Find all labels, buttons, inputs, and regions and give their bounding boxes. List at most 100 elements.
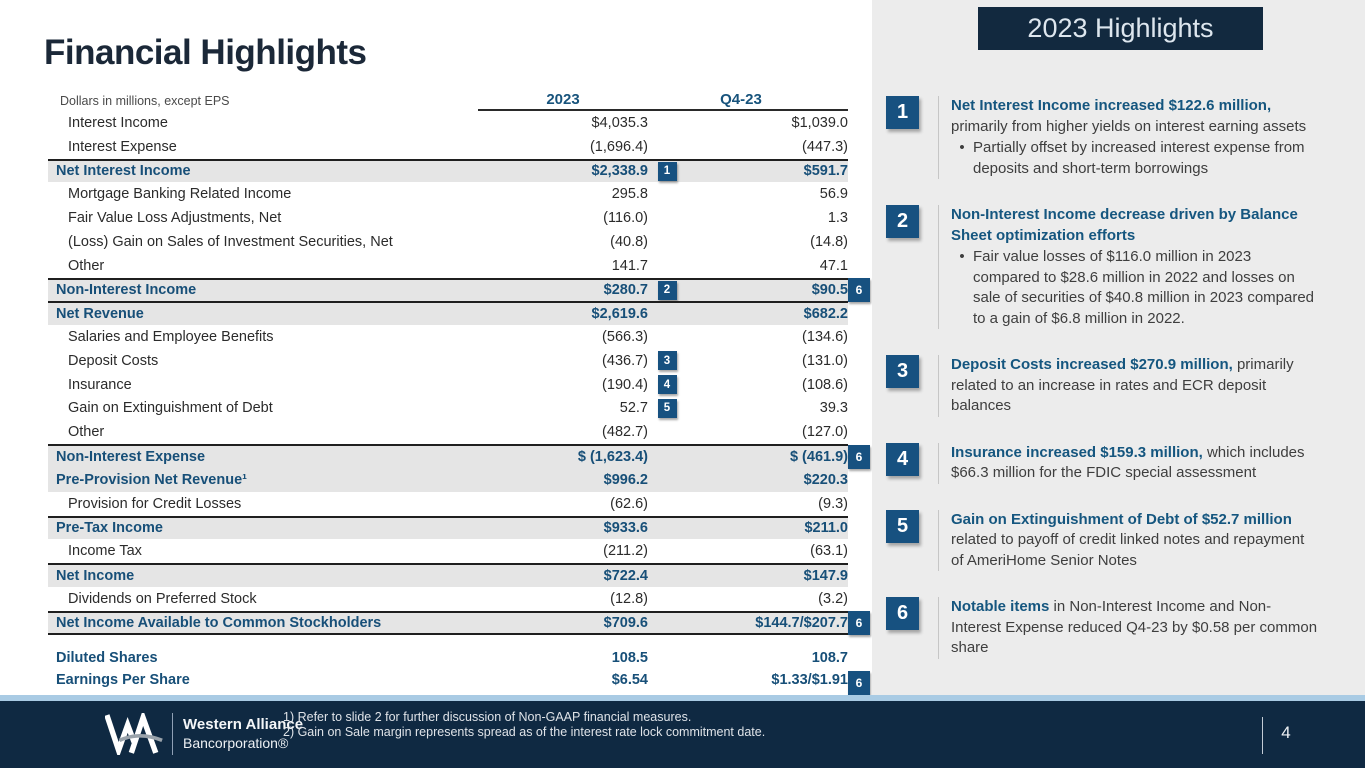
financial-table: Dollars in millions, except EPS 2023 Q4-… [48, 86, 870, 695]
row-value-2023: (436.7) [602, 352, 648, 369]
row-value-2023: (40.8) [610, 233, 648, 250]
table-row: Provision for Credit Losses (62.6) (9.3) [48, 492, 848, 516]
row-value-2023: (1,696.4) [589, 138, 648, 155]
highlight-number-badge: 6 [886, 597, 919, 630]
highlight-number-badge: 2 [886, 205, 919, 238]
row-label: Other [68, 257, 105, 274]
highlight-lead: Non-Interest Income decrease driven by B… [951, 206, 1298, 244]
footnotes: 1) Refer to slide 2 for further discussi… [283, 710, 765, 740]
highlight-item-6: 6 Notable items in Non-Interest Income a… [886, 597, 1320, 659]
row-value-2023: (211.2) [603, 543, 648, 560]
table-row-total: Pre-Provision Net Revenue¹ $996.2 $220.3 [48, 467, 848, 492]
row-value-q423: $591.7 [803, 163, 848, 180]
row-label: Other [68, 424, 105, 441]
row-label: Pre-Tax Income [56, 520, 163, 537]
row-label: Fair Value Loss Adjustments, Net [68, 210, 282, 227]
row-value-2023: 52.7 [619, 400, 648, 417]
row-label: Net Income [56, 568, 135, 585]
row-value-2023: $2,338.9 [591, 163, 648, 180]
row-value-q423: (9.3) [818, 495, 848, 512]
table-row-total: Net Revenue $2,619.6 $682.2 [48, 301, 848, 326]
table-row-total: Pre-Tax Income $933.6 $211.0 [48, 515, 848, 540]
highlight-number-badge: 4 [886, 442, 919, 476]
note-badge-5: 5 [657, 398, 677, 418]
row-label: Diluted Shares [56, 649, 158, 666]
row-value-q423: (127.0) [802, 424, 848, 441]
row-value-2023: $722.4 [603, 568, 648, 585]
table-row: (Loss) Gain on Sales of Investment Secur… [48, 230, 848, 254]
note-badge-3: 3 [657, 351, 677, 371]
table-row: Insurance (190.4) 4 (108.6) [48, 373, 848, 397]
row-label: Mortgage Banking Related Income [68, 186, 292, 203]
row-value-2023: (190.4) [602, 376, 648, 393]
note-badge-6: 6 [848, 445, 870, 470]
row-value-2023: 141.7 [611, 257, 648, 274]
row-value-q423: 1.3 [827, 210, 848, 227]
row-label: Gain on Extinguishment of Debt [68, 400, 273, 417]
row-label: Dividends on Preferred Stock [68, 590, 257, 607]
company-name-line2: Bancorporation® [183, 735, 289, 751]
table-row: Dividends on Preferred Stock (12.8) (3.2… [48, 587, 848, 611]
row-value-2023: $933.6 [603, 520, 648, 537]
row-value-2023: (62.6) [610, 495, 648, 512]
highlights-title: 2023 Highlights [978, 7, 1263, 50]
row-label: Insurance [68, 376, 132, 393]
highlight-number-badge: 5 [886, 509, 919, 543]
highlight-text: which includes $66.3 million for the FDI… [951, 443, 1305, 482]
table-row: Other (482.7) (127.0) [48, 420, 848, 444]
row-value-q423: 39.3 [819, 400, 848, 417]
row-value-q423: $147.9 [803, 568, 848, 585]
page-number-divider [1262, 717, 1263, 754]
company-name: Western Alliance Bancorporation® [183, 715, 303, 753]
row-value-q423: (131.0) [802, 352, 848, 369]
table-row-bold: Diluted Shares 108.5 108.7 [48, 647, 848, 669]
row-value-2023: 295.8 [611, 186, 648, 203]
bullet-item: • Partially offset by increased interest … [951, 138, 1320, 179]
row-value-q423: $1,039.0 [791, 114, 848, 131]
table-row: Fair Value Loss Adjustments, Net (116.0)… [48, 206, 848, 230]
highlight-lead: Net Interest Income increased $122.6 mil… [951, 97, 1272, 114]
row-label: Net Income Available to Common Stockhold… [56, 614, 382, 631]
table-row: Income Tax (211.2) (63.1) [48, 539, 848, 563]
row-value-2023: $996.2 [603, 471, 648, 488]
row-value-2023: $2,619.6 [591, 306, 648, 323]
row-value-q423: 56.9 [819, 186, 848, 203]
row-value-2023: $709.6 [603, 614, 648, 631]
row-value-q423: (447.3) [802, 138, 848, 155]
highlight-text: primarily related to an increase in rate… [951, 356, 1294, 414]
row-value-q423: $144.7/$207.7 [755, 614, 848, 631]
note-badge-6: 6 [848, 670, 870, 695]
row-label: Income Tax [68, 543, 142, 560]
row-value-2023: (12.8) [610, 590, 648, 607]
table-header: Dollars in millions, except EPS 2023 Q4-… [48, 86, 848, 111]
row-label: Net Revenue [56, 306, 144, 323]
row-value-q423: $ (461.9) [789, 449, 848, 466]
highlight-item-5: 5 Gain on Extinguishment of Debt of $52.… [886, 509, 1320, 571]
row-value-2023: $6.54 [611, 671, 648, 688]
row-label: Pre-Provision Net Revenue¹ [56, 471, 247, 488]
highlight-lead: Insurance increased $159.3 million, [951, 443, 1203, 461]
footer: Western Alliance Bancorporation® 1) Refe… [0, 701, 1365, 768]
table-row-total: Non-Interest Expense $ (1,623.4) $ (461.… [48, 444, 870, 470]
row-value-2023: 108.5 [611, 649, 648, 666]
highlight-number-badge: 3 [886, 355, 919, 388]
row-value-q423: 47.1 [819, 257, 848, 274]
row-label: Non-Interest Income [56, 282, 197, 299]
table-row: Salaries and Employee Benefits (566.3) (… [48, 325, 848, 349]
header-rule [478, 109, 848, 111]
column-header-q423: Q4-23 [720, 91, 762, 108]
note-badge-1: 1 [657, 161, 677, 181]
row-value-q423: $1.33/$1.91 [771, 671, 848, 688]
row-value-q423: (134.6) [802, 329, 848, 346]
row-value-q423: (3.2) [818, 590, 848, 607]
row-value-q423: $682.2 [803, 306, 848, 323]
page-title: Financial Highlights [44, 33, 367, 72]
row-value-2023: $280.7 [603, 282, 648, 299]
highlight-text: primarily from higher yields on interest… [951, 117, 1307, 135]
table-row-total: Net Interest Income $2,338.9 1 $591.7 [48, 158, 848, 183]
row-value-q423: (108.6) [802, 376, 848, 393]
highlight-item-4: 4 Insurance increased $159.3 million, wh… [886, 442, 1320, 484]
bullet-icon: • [959, 139, 965, 156]
row-value-2023: $4,035.3 [591, 114, 648, 131]
